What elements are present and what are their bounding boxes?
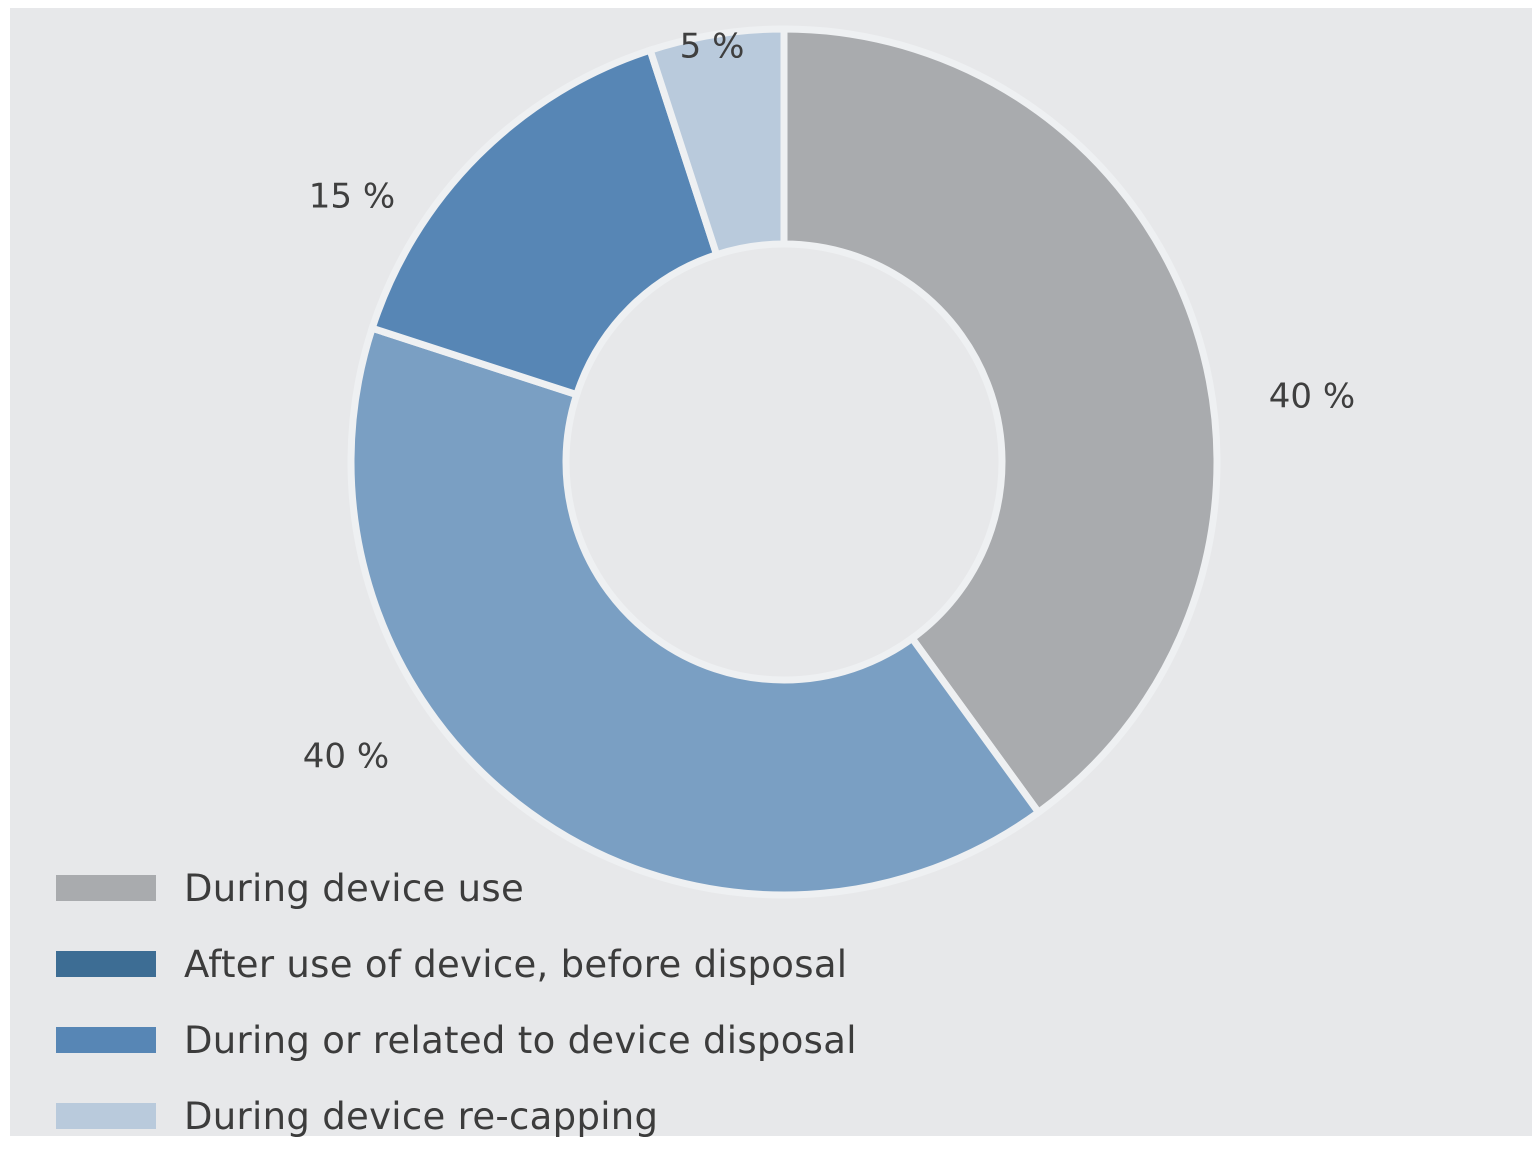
slice-4 [645, 25, 788, 260]
legend-item-4: During device re-capping [56, 1078, 857, 1154]
legend-label: After use of device, before disposal [184, 942, 848, 986]
legend-label: During device re-capping [184, 1094, 659, 1138]
slice-value-label-3: 15 % [309, 177, 395, 217]
legend-swatch [56, 1103, 156, 1129]
legend-swatch [56, 875, 156, 901]
legend-swatch [56, 1027, 156, 1053]
legend-item-2: After use of device, before disposal [56, 926, 857, 1002]
legend-label: During device use [184, 866, 525, 910]
legend-label: During or related to device disposal [184, 1018, 857, 1062]
slice-3 [367, 45, 722, 400]
legend-swatch [56, 951, 156, 977]
slice-value-label-2: 40 % [303, 737, 389, 777]
slice-value-label-1: 40 % [1269, 377, 1355, 417]
legend-item-1: During device use [56, 850, 857, 926]
slice-2 [347, 323, 1044, 899]
slice-1 [780, 25, 1221, 818]
slice-value-label-4: 5 % [680, 27, 745, 67]
legend-item-3: During or related to device disposal [56, 1002, 857, 1078]
legend: During device use After use of device, be… [56, 850, 857, 1154]
